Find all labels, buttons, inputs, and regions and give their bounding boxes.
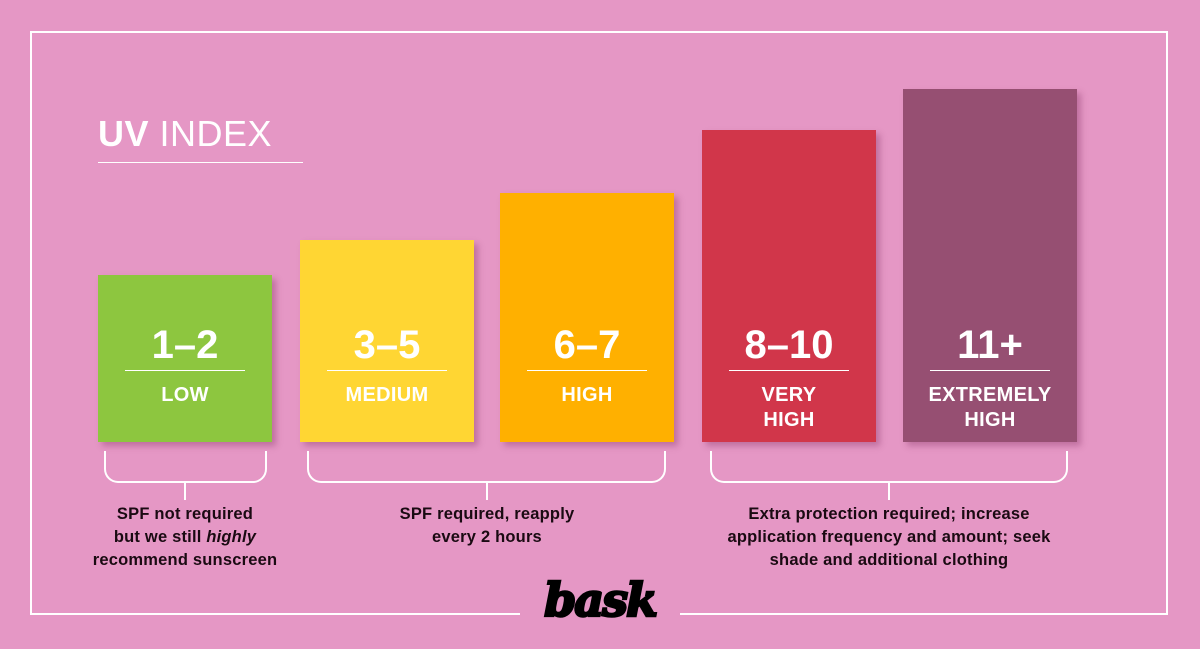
bar-very-high: 8–10 VERY HIGH xyxy=(702,130,876,442)
note-low: SPF not required but we still highly rec… xyxy=(55,503,315,572)
note-text: but we still xyxy=(113,528,207,546)
chart-title: UV INDEX xyxy=(98,113,303,155)
bar-high: 6–7 HIGH xyxy=(500,193,674,442)
bar-range: 1–2 xyxy=(151,323,219,367)
note-line: but we still highly xyxy=(55,526,315,549)
bar-range: 3–5 xyxy=(353,323,421,367)
frame-logo-gap xyxy=(520,605,680,625)
bar-level: MEDIUM xyxy=(345,384,429,406)
title-regular: INDEX xyxy=(159,113,273,154)
bar-divider xyxy=(527,370,647,371)
bracket-very-extreme xyxy=(710,451,1068,483)
note-line: application frequency and amount; seek xyxy=(727,528,1051,546)
bar-range: 8–10 xyxy=(744,323,834,367)
bar-level-line1: EXTREMELY xyxy=(928,384,1052,406)
note-emphasis: highly xyxy=(206,528,257,546)
note-line: recommend sunscreen xyxy=(92,551,278,569)
bracket-medium-high xyxy=(307,451,666,483)
bar-divider xyxy=(327,370,447,371)
bar-level-line2: HIGH xyxy=(763,409,815,431)
note-line: Extra protection required; increase xyxy=(748,505,1030,523)
bar-level-line2: HIGH xyxy=(964,409,1016,431)
bracket-stem-medium-high xyxy=(486,483,488,500)
bar-divider xyxy=(125,370,245,371)
note-line: SPF required, reapply xyxy=(399,505,575,523)
bar-level: LOW xyxy=(161,384,209,406)
bar-range: 11+ xyxy=(957,323,1023,367)
bask-logo: bask xyxy=(543,572,659,628)
bar-level: HIGH xyxy=(561,384,613,406)
note-line: every 2 hours xyxy=(432,528,542,546)
title-underline xyxy=(98,162,303,163)
title-bold: UV xyxy=(98,113,150,154)
note-very-extreme: Extra protection required; increase appl… xyxy=(679,503,1099,572)
bar-level-line1: VERY xyxy=(761,384,817,406)
note-line: shade and additional clothing xyxy=(769,551,1009,569)
bar-low: 1–2 LOW xyxy=(98,275,272,442)
bracket-stem-very-extreme xyxy=(888,483,890,500)
bracket-stem-low xyxy=(184,483,186,500)
bar-medium: 3–5 MEDIUM xyxy=(300,240,474,442)
note-line: SPF not required xyxy=(116,505,254,523)
note-medium-high: SPF required, reapply every 2 hours xyxy=(337,503,637,549)
bar-divider xyxy=(729,370,849,371)
bar-range: 6–7 xyxy=(553,323,621,367)
bracket-low xyxy=(104,451,267,483)
bar-divider xyxy=(930,370,1050,371)
bar-extremely-high: 11+ EXTREMELY HIGH xyxy=(903,89,1077,442)
logo-text: bask xyxy=(544,573,656,627)
